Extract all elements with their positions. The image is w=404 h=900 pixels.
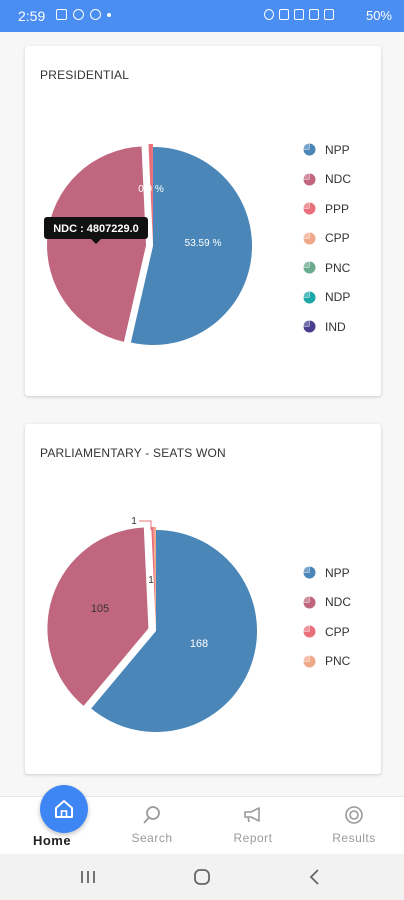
bottom-navigation: Home Search Report Results [0, 785, 404, 855]
legend-label: PNC [325, 260, 351, 275]
system-icons [264, 9, 334, 20]
pie-chart-icon [303, 655, 316, 668]
system-navigation-bar [0, 854, 404, 900]
nav-home-label: Home [32, 833, 72, 848]
recent-apps-icon[interactable] [76, 866, 100, 888]
pie-label-ndc: 0.9 % [138, 184, 164, 195]
pie-chart-icon [303, 261, 316, 274]
legend-label: IND [325, 319, 346, 334]
legend-label: CPP [325, 231, 350, 246]
pie-chart-icon [303, 320, 316, 333]
back-icon[interactable] [303, 866, 327, 888]
legend-label: CPP [325, 624, 350, 639]
pie-chart-icon [303, 566, 316, 579]
legend-label: PPP [325, 201, 350, 216]
tooltip: NDC : 4807229.0 [44, 217, 148, 244]
tooltip-text: NDC : 4807229.0 [53, 223, 139, 235]
pie-label-ndc: 105 [91, 603, 109, 615]
pie-chart-icon [303, 173, 316, 186]
pie-label-pnc: 1 [148, 575, 154, 586]
nav-results-label: Results [332, 831, 376, 845]
pie-chart-icon [303, 625, 316, 638]
legend-label: NDP [325, 290, 351, 305]
status-time: 2:59 [18, 8, 46, 24]
presidential-title: PRESIDENTIAL [40, 68, 130, 82]
legend-item-npp: NPP [303, 558, 351, 588]
megaphone-icon [244, 807, 260, 823]
home-button[interactable] [40, 785, 88, 833]
alarm-icon [264, 9, 274, 20]
nav-results[interactable]: Results [314, 797, 394, 855]
home-icon [55, 800, 73, 818]
legend-item-npp: NPP [303, 135, 351, 165]
pie-slice-cpp[interactable] [151, 527, 156, 629]
nav-search-label: Search [131, 831, 173, 845]
mute-icon [279, 9, 289, 20]
legend-item-pnc: PNC [303, 253, 351, 283]
legend-label: PNC [325, 654, 351, 669]
gallery-icon [56, 9, 67, 20]
legend-item-pnc: PNC [303, 647, 351, 677]
battery-level: 50% [365, 8, 392, 23]
pie-slice-npp[interactable] [91, 530, 258, 732]
pie-label-cpp: 1 [131, 516, 137, 527]
signal-icon [309, 9, 319, 20]
leader-line [139, 520, 152, 530]
parliamentary-pie-chart[interactable]: 168 105 1 1 [25, 424, 381, 774]
parliamentary-legend: NPP NDC CPP PNC [303, 558, 351, 676]
status-bar: 2:59 50% [0, 0, 404, 32]
chat-icon [90, 9, 101, 20]
home-nav-icon[interactable] [190, 866, 214, 888]
legend-label: NDC [325, 595, 351, 610]
signal-2-icon [324, 9, 334, 20]
presidential-pie-chart[interactable]: 53.59 % 0.9 % NDC : 4807229.0 [25, 46, 381, 396]
search-icon [143, 806, 160, 824]
more-dot-icon [107, 13, 111, 17]
pie-chart-icon [303, 202, 316, 215]
pie-chart-icon [303, 291, 316, 304]
notification-icons [56, 9, 111, 20]
legend-item-ndc: NDC [303, 588, 351, 618]
legend-label: NDC [325, 172, 351, 187]
results-icon [345, 806, 363, 824]
wifi-icon [294, 9, 304, 20]
legend-item-cpp: CPP [303, 617, 351, 647]
pie-chart-icon [303, 232, 316, 245]
legend-item-ndc: NDC [303, 165, 351, 195]
pie-slice-pnc[interactable] [153, 527, 156, 629]
whatsapp-icon [73, 9, 84, 20]
pie-label-npp: 53.59 % [185, 238, 222, 249]
nav-home[interactable]: Home [12, 785, 92, 855]
pie-slice-ppp[interactable] [148, 144, 153, 244]
legend-label: NPP [325, 565, 350, 580]
legend-label: NPP [325, 142, 350, 157]
presidential-card: PRESIDENTIAL 53.59 % 0.9 % NDC : 4807229… [25, 46, 381, 396]
pie-slice-ndc[interactable] [47, 527, 149, 706]
nav-search[interactable]: Search [112, 797, 192, 855]
presidential-legend: NPP NDC PPP CPP PNC NDP IND [303, 135, 351, 342]
pie-chart-icon [303, 596, 316, 609]
pie-chart-icon [303, 143, 316, 156]
legend-item-ppp: PPP [303, 194, 351, 224]
parliamentary-title: PARLIAMENTARY - SEATS WON [40, 446, 226, 460]
legend-item-cpp: CPP [303, 224, 351, 254]
legend-item-ind: IND [303, 312, 351, 342]
pie-label-npp: 168 [190, 638, 208, 650]
nav-report[interactable]: Report [213, 797, 293, 855]
nav-report-label: Report [233, 831, 273, 845]
parliamentary-card: PARLIAMENTARY - SEATS WON 168 105 1 1 NP… [25, 424, 381, 774]
pie-slice-npp[interactable] [130, 147, 253, 345]
pie-slice-ndc[interactable] [47, 146, 147, 342]
legend-item-ndp: NDP [303, 283, 351, 313]
